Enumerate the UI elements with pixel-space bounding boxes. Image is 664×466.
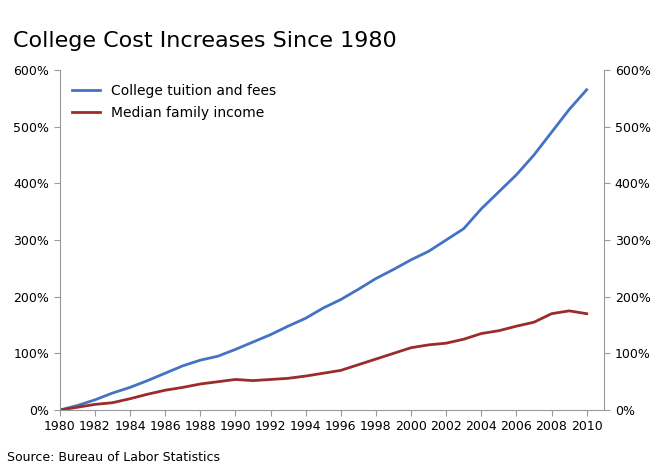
Median family income — [214, 379, 222, 384]
College tuition and fees — [91, 397, 99, 403]
College tuition and fees — [197, 357, 205, 363]
Median family income — [477, 331, 485, 336]
Median family income — [301, 373, 309, 379]
Median family income — [442, 340, 450, 346]
Text: College Cost Increases Since 1980: College Cost Increases Since 1980 — [13, 31, 397, 51]
College tuition and fees — [372, 276, 380, 281]
Median family income — [495, 328, 503, 334]
College tuition and fees — [126, 384, 134, 390]
Median family income — [548, 311, 556, 316]
Median family income — [249, 378, 257, 384]
Median family income — [530, 319, 538, 325]
College tuition and fees — [583, 87, 591, 93]
College tuition and fees — [214, 353, 222, 359]
College tuition and fees — [319, 305, 327, 311]
Median family income — [91, 402, 99, 407]
College tuition and fees — [232, 347, 240, 352]
Median family income — [372, 356, 380, 362]
Median family income — [583, 311, 591, 316]
College tuition and fees — [442, 237, 450, 243]
Median family income — [161, 387, 169, 393]
College tuition and fees — [161, 370, 169, 376]
Median family income — [143, 391, 151, 397]
Median family income — [266, 377, 274, 382]
College tuition and fees — [390, 267, 398, 272]
College tuition and fees — [284, 323, 292, 329]
College tuition and fees — [249, 339, 257, 345]
Median family income — [232, 377, 240, 382]
College tuition and fees — [56, 407, 64, 413]
Median family income — [355, 362, 363, 368]
College tuition and fees — [495, 189, 503, 195]
Median family income — [284, 376, 292, 381]
College tuition and fees — [73, 403, 81, 408]
Text: Source: Bureau of Labor Statistics: Source: Bureau of Labor Statistics — [7, 451, 220, 464]
Line: College tuition and fees: College tuition and fees — [60, 90, 587, 410]
College tuition and fees — [513, 172, 521, 178]
Median family income — [56, 407, 64, 413]
College tuition and fees — [424, 248, 432, 254]
Median family income — [390, 350, 398, 356]
Median family income — [73, 404, 81, 410]
College tuition and fees — [355, 287, 363, 292]
Median family income — [565, 308, 573, 314]
College tuition and fees — [565, 107, 573, 112]
Median family income — [126, 396, 134, 402]
College tuition and fees — [530, 152, 538, 158]
College tuition and fees — [337, 297, 345, 302]
College tuition and fees — [548, 130, 556, 135]
Median family income — [179, 384, 187, 390]
College tuition and fees — [477, 206, 485, 212]
Median family income — [424, 342, 432, 348]
College tuition and fees — [179, 363, 187, 369]
Median family income — [108, 400, 116, 405]
College tuition and fees — [108, 391, 116, 396]
Median family income — [513, 323, 521, 329]
Median family income — [197, 381, 205, 387]
Median family income — [337, 368, 345, 373]
Median family income — [407, 345, 415, 350]
College tuition and fees — [407, 257, 415, 263]
Line: Median family income: Median family income — [60, 311, 587, 410]
College tuition and fees — [143, 378, 151, 384]
College tuition and fees — [459, 226, 467, 232]
College tuition and fees — [266, 332, 274, 337]
Legend: College tuition and fees, Median family income: College tuition and fees, Median family … — [72, 84, 276, 120]
Median family income — [459, 336, 467, 342]
Median family income — [319, 370, 327, 376]
College tuition and fees — [301, 315, 309, 321]
